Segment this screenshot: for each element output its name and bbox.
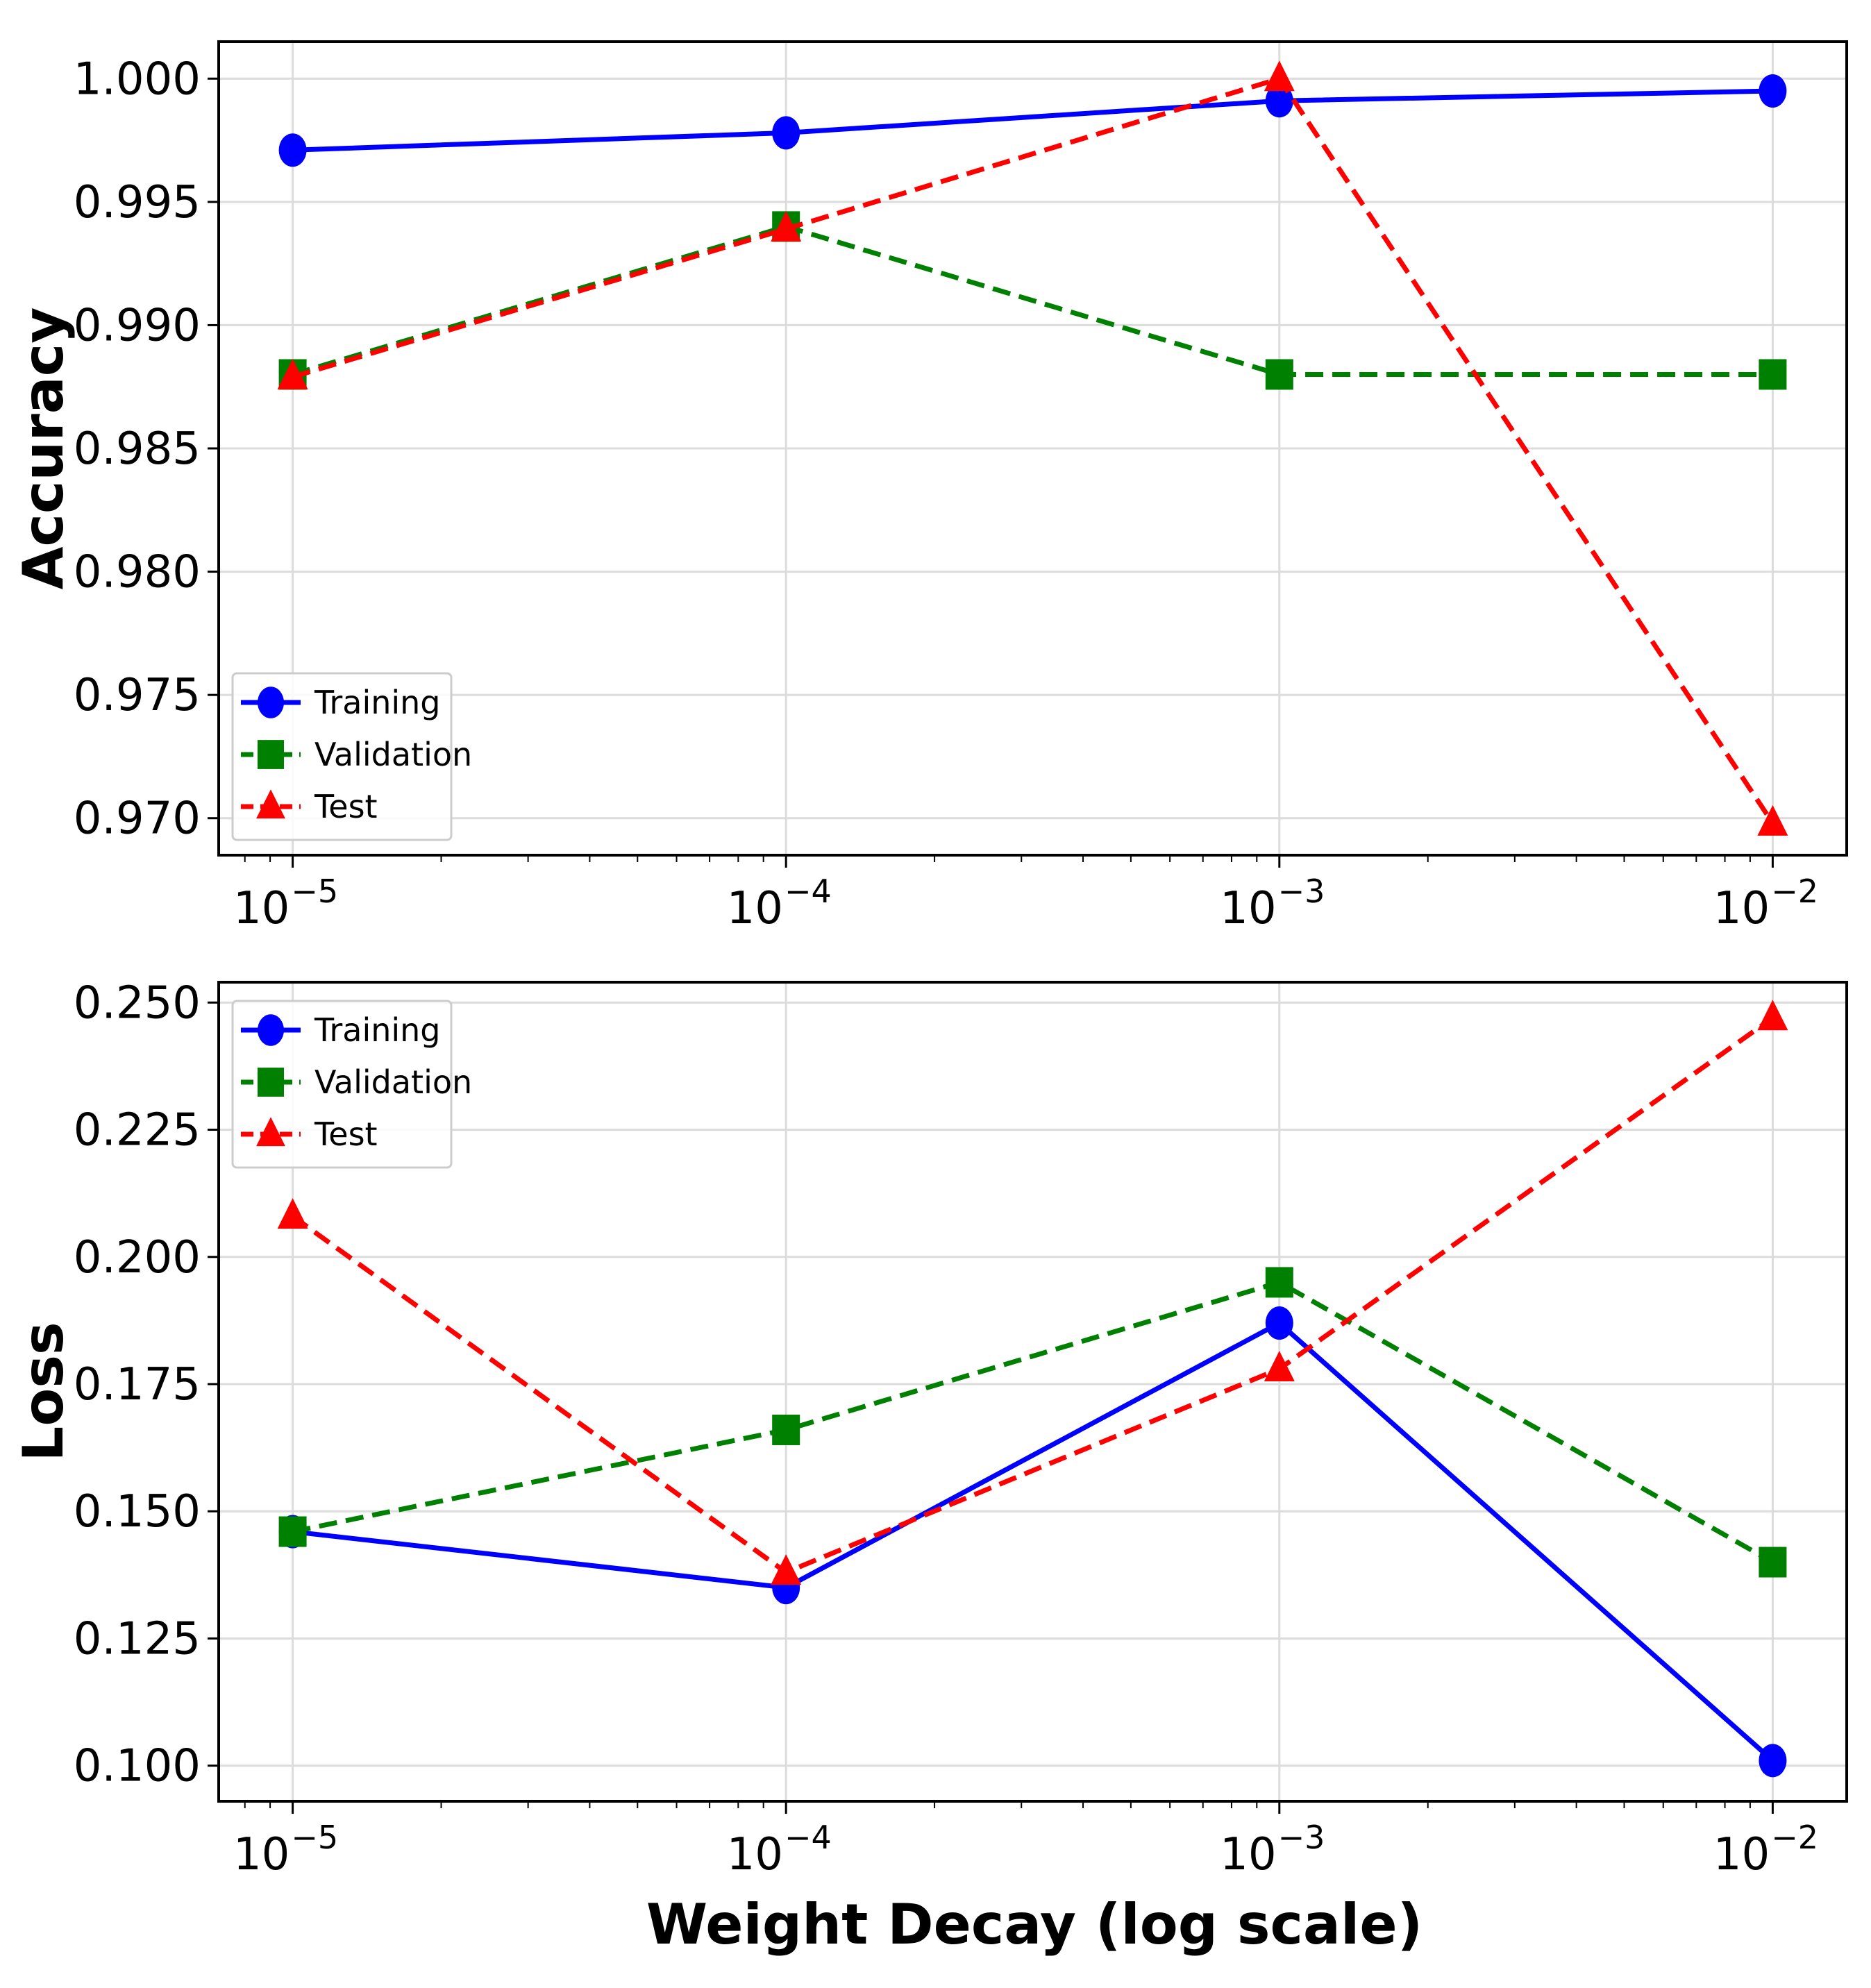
legend-label-test: Test: [314, 788, 378, 825]
legend-marker-training: [258, 686, 284, 718]
series-line-test: [292, 76, 1775, 825]
y-tick-label: 0.970: [74, 793, 201, 845]
data-point-test: [771, 1554, 802, 1585]
y-axis-title: Accuracy: [11, 308, 76, 590]
y-tick-label: 0.250: [74, 977, 201, 1029]
y-tick-label: 0.995: [74, 177, 201, 228]
data-point-test: [277, 359, 308, 390]
x-tick-label: 10−3: [1220, 1819, 1325, 1880]
data-point-validation: [1759, 1547, 1787, 1578]
y-axis-title: Loss: [11, 1322, 76, 1461]
data-point-training: [1759, 1744, 1787, 1778]
y-tick-label: 0.980: [74, 547, 201, 598]
legend-marker-test: [256, 789, 285, 819]
x-tick-label: 10−3: [1220, 873, 1325, 934]
y-tick-label: 0.175: [74, 1359, 201, 1410]
legend: Training Validation Test: [231, 672, 472, 841]
y-tick-label: 0.125: [74, 1613, 201, 1665]
data-point-validation: [1265, 1267, 1293, 1298]
data-point-validation: [278, 1516, 307, 1547]
legend: Training Validation Test: [231, 1000, 472, 1169]
gridlines: [219, 42, 1847, 855]
data-point-test: [1264, 60, 1295, 92]
data-point-test: [771, 210, 802, 242]
legend-marker-validation: [258, 740, 284, 769]
data-point-training: [278, 133, 307, 167]
series-line-training: [292, 88, 1773, 153]
x-axis-title: Weight Decay (log scale): [646, 1892, 1423, 1957]
plot-frame: [217, 981, 1848, 1803]
x-tick-label: 10−4: [727, 873, 832, 934]
x-tick-exponent: −2: [1771, 873, 1818, 910]
y-tick-label: 0.200: [74, 1232, 201, 1283]
x-tick-exponent: −4: [785, 1819, 832, 1856]
y-tick-label: 0.985: [74, 423, 201, 475]
x-tick-exponent: −3: [1278, 1819, 1325, 1856]
series-test: [277, 60, 1788, 836]
plot-frame: [217, 40, 1848, 857]
data-point-test: [1757, 805, 1788, 836]
x-tick-label: 10−2: [1713, 873, 1818, 934]
data-point-validation: [1759, 359, 1787, 390]
data-point-training: [772, 116, 800, 150]
x-tick-label: 10−5: [233, 873, 338, 934]
data-point-test: [1757, 1000, 1788, 1031]
gridlines: [219, 982, 1847, 1801]
legend-label-test: Test: [314, 1115, 378, 1153]
legend-box: [231, 1000, 453, 1169]
x-tick-exponent: −3: [1278, 873, 1325, 910]
series-line-test: [291, 1016, 1774, 1575]
y-tick-label: 1.000: [74, 53, 201, 105]
y-tick-label: 0.990: [74, 300, 201, 351]
x-tick-label: 10−2: [1713, 1819, 1818, 1880]
series-line-training: [292, 1320, 1774, 1762]
data-point-validation: [772, 1414, 800, 1445]
data-point-training: [1265, 1306, 1293, 1340]
series-validation: [278, 211, 1787, 390]
series-training: [278, 1306, 1787, 1778]
series-training: [278, 74, 1787, 167]
y-tick-label: 0.225: [74, 1105, 201, 1156]
series-validation: [278, 1267, 1787, 1578]
legend-label-training: Training: [314, 684, 441, 721]
x-tick-exponent: −4: [785, 873, 832, 910]
loss-panel: 0.100 0.125 0.150 0.175 0.200 0.225 0.250 10−5 1…: [11, 977, 1848, 1880]
legend-marker-test: [256, 1117, 285, 1147]
x-tick-exponent: −5: [291, 873, 338, 910]
data-point-test: [1264, 1351, 1295, 1382]
data-point-test: [277, 1198, 308, 1229]
y-tick-label: 0.150: [74, 1486, 201, 1538]
accuracy-panel: 0.970 0.975 0.980 0.985 0.990 0.995 1.000 10−5 1…: [11, 40, 1848, 934]
x-tick-exponent: −2: [1771, 1819, 1818, 1856]
series-test: [277, 1000, 1788, 1585]
x-tick-exponent: −5: [291, 1819, 338, 1856]
y-tick-label: 0.100: [74, 1741, 201, 1792]
legend-label-validation: Validation: [314, 1063, 472, 1101]
x-tick-label: 10−5: [233, 1819, 338, 1880]
series-line-validation: [292, 224, 1773, 377]
legend-box: [231, 672, 453, 841]
y-tick-label: 0.975: [74, 670, 201, 721]
legend-marker-training: [258, 1014, 284, 1046]
data-point-training: [1759, 74, 1787, 108]
legend-label-validation: Validation: [314, 736, 472, 773]
legend-marker-validation: [258, 1068, 284, 1097]
data-point-validation: [1265, 359, 1293, 390]
legend-label-training: Training: [314, 1011, 441, 1049]
series-line-validation: [292, 1279, 1774, 1565]
x-tick-label: 10−4: [727, 1819, 832, 1880]
